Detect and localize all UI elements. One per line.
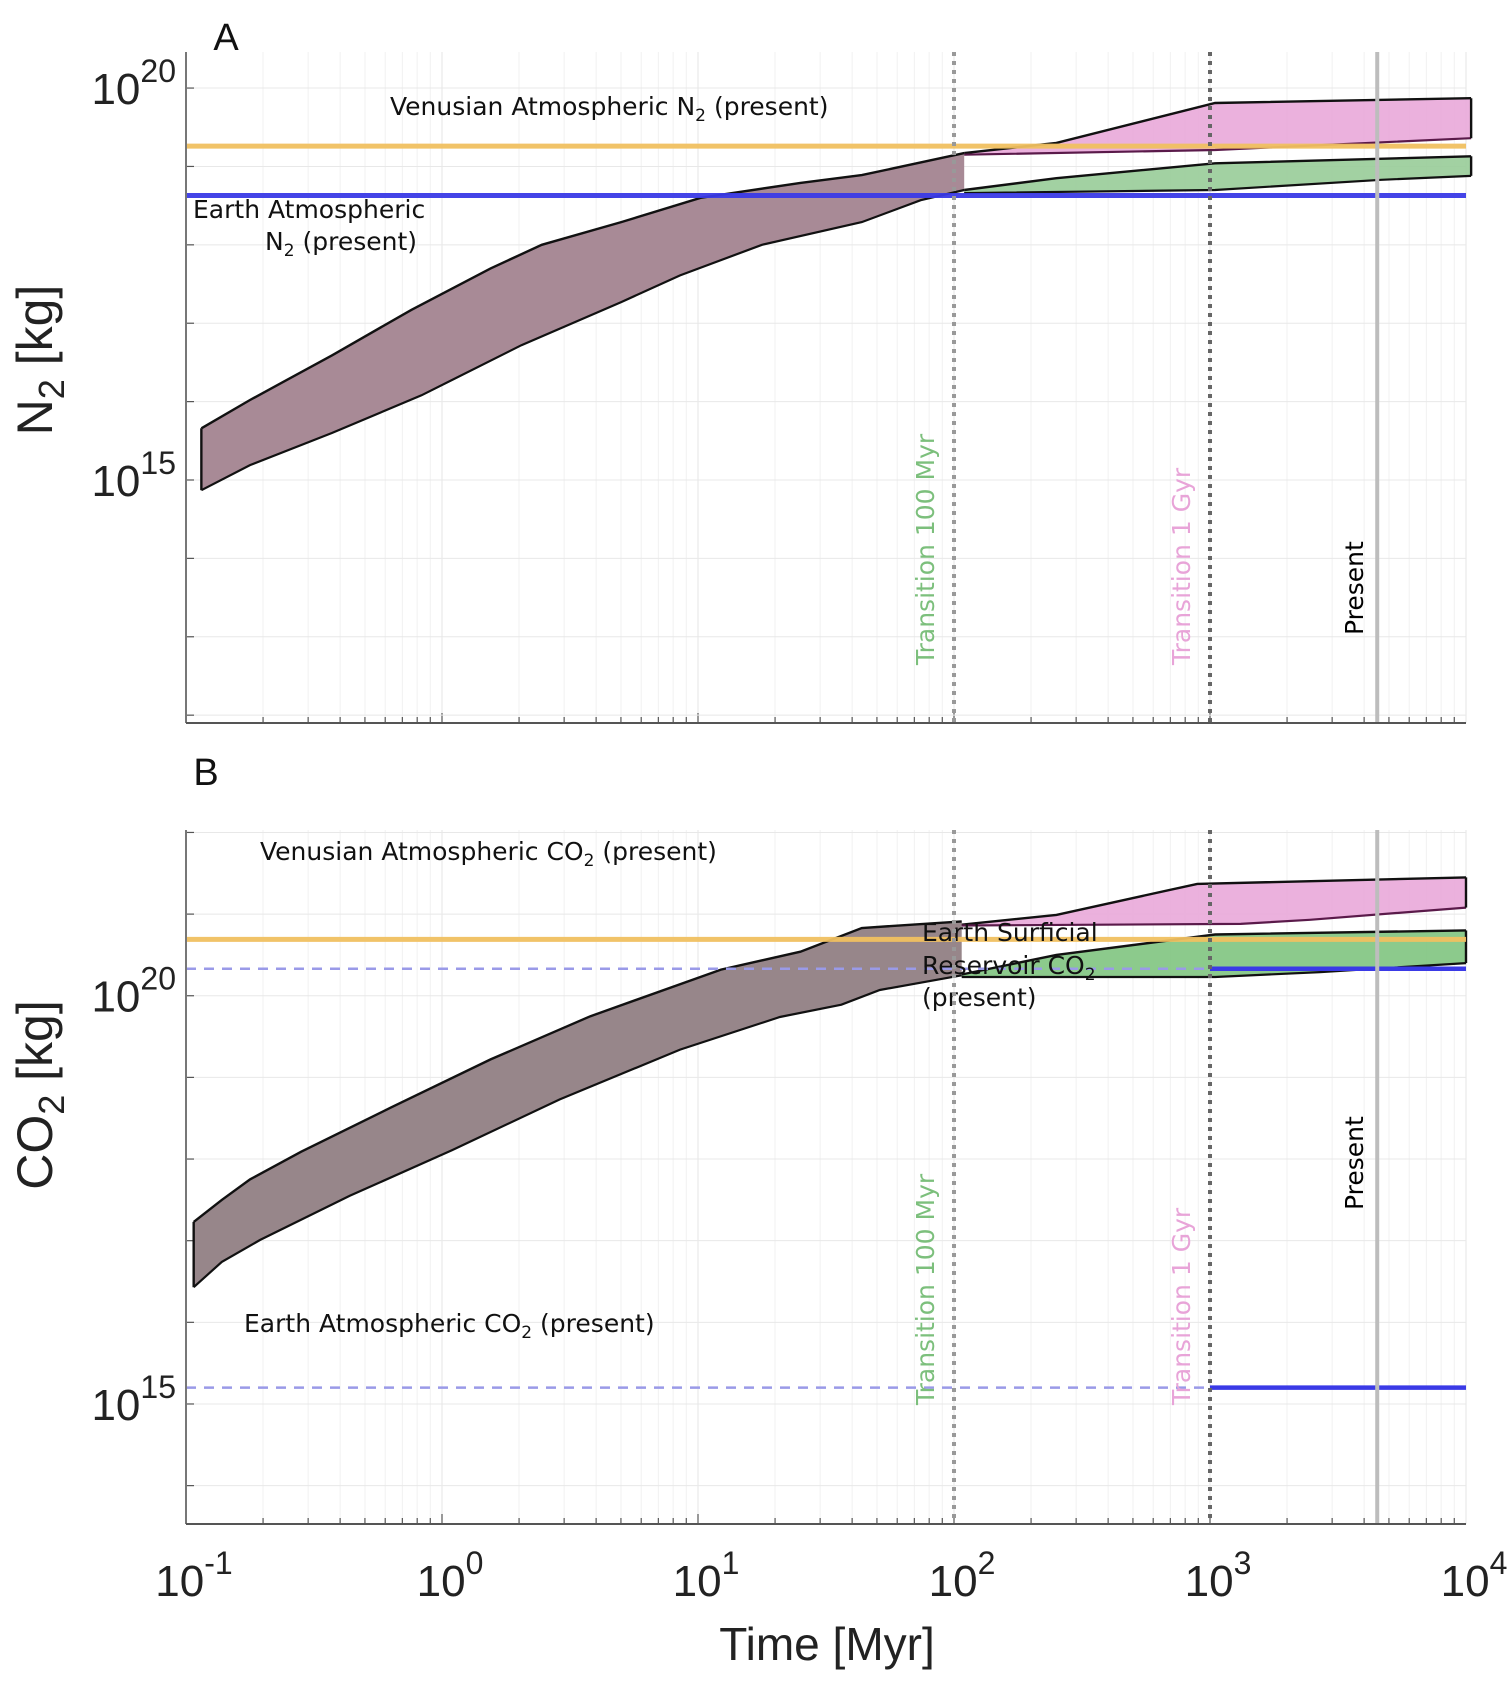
band-transition-1gyr (964, 98, 1472, 155)
ref-line-label: Earth Surficial (922, 918, 1098, 947)
label-text: Earth Atmospheric CO (244, 1309, 521, 1338)
ref-line-label: (present) (922, 983, 1037, 1012)
band-transition-100myr (961, 930, 1466, 977)
ref-line-label: Venusian Atmospheric CO2 (present) (260, 837, 717, 871)
band-upper-edge (961, 876, 1467, 926)
tick-exponent: 15 (140, 1369, 176, 1405)
y-tick-label: 1015 (91, 445, 176, 506)
x-axis-label: Time [Myr] (719, 1618, 935, 1670)
label-text: (present) (706, 92, 829, 121)
band-lower-edge (192, 974, 962, 1289)
panel-b: Venusian Atmospheric CO2 (present)Earth … (7, 752, 1468, 1525)
ref-line-label: N2 (present) (265, 227, 417, 261)
tick-base: 10 (1441, 1557, 1490, 1606)
band-lower-edge (964, 137, 1472, 156)
label-text: Earth Atmospheric (193, 195, 425, 224)
label-text: N (7, 399, 63, 435)
tick-exponent: 20 (140, 53, 176, 89)
ref-line-label: Venusian Atmospheric N2 (present) (390, 92, 829, 126)
x-tick-label: 103 (1185, 1545, 1252, 1606)
tick-exponent: -1 (204, 1545, 232, 1581)
panel-label: B (193, 752, 218, 794)
y-tick-label: 1020 (91, 961, 176, 1022)
marker-present-label: Present (1340, 1116, 1369, 1210)
tick-base: 10 (673, 1557, 722, 1606)
y-tick-label: 1020 (91, 53, 176, 114)
x-tick-label: 10-1 (155, 1545, 232, 1606)
marker-transition-1-gyr-label: Transition 1 Gyr (1167, 1207, 1196, 1406)
label-text: [kg] (7, 1000, 63, 1094)
panel-a: Venusian Atmospheric N2 (present)Earth A… (7, 17, 1473, 724)
label-text: (present) (594, 837, 717, 866)
label-text: Reservoir CO (922, 951, 1085, 980)
band-transition-100myr (964, 156, 1472, 194)
tick-base: 10 (1185, 1557, 1234, 1606)
label-subscript: 2 (284, 241, 295, 261)
tick-base: 10 (91, 65, 140, 114)
label-text: (present) (922, 983, 1037, 1012)
tick-exponent: 1 (722, 1545, 740, 1581)
panel-label: A (213, 17, 239, 59)
label-subscript: 2 (584, 851, 595, 871)
band-early (193, 921, 962, 1288)
band-upper-edge (961, 929, 1467, 976)
marker-transition-100-myr-label: Transition 100 Myr (911, 433, 940, 666)
tick-base: 10 (417, 1557, 466, 1606)
tick-exponent: 0 (466, 1545, 484, 1581)
label-text: (present) (295, 227, 418, 256)
tick-base: 10 (91, 973, 140, 1022)
marker-present-label: Present (1340, 541, 1369, 635)
ref-line-label: Reservoir CO2 (922, 951, 1096, 985)
label-text: Venusian Atmospheric CO (260, 837, 584, 866)
band-lower-edge (961, 906, 1467, 927)
ref-line-label: Earth Atmospheric CO2 (present) (244, 1309, 655, 1343)
band-upper-edge (964, 155, 1472, 192)
tick-exponent: 15 (140, 445, 176, 481)
label-subscript: 2 (31, 1095, 72, 1115)
label-text: Earth Surficial (922, 918, 1098, 947)
y-axis-label: N2 [kg] (7, 285, 72, 436)
x-tick-label: 100 (417, 1545, 484, 1606)
ref-line-label: Earth Atmospheric (193, 195, 425, 224)
tick-exponent: 2 (978, 1545, 996, 1581)
x-tick-label: 101 (673, 1545, 740, 1606)
tick-exponent: 3 (1234, 1545, 1252, 1581)
x-tick-label: 104 (1441, 1545, 1508, 1606)
label-text: (present) (532, 1309, 655, 1338)
label-text: CO (7, 1115, 63, 1190)
tick-base: 10 (155, 1557, 204, 1606)
x-tick-label: 102 (929, 1545, 996, 1606)
marker-transition-1-gyr-label: Transition 1 Gyr (1167, 467, 1196, 666)
tick-exponent: 4 (1490, 1545, 1508, 1581)
marker-transition-100-myr-label: Transition 100 Myr (911, 1173, 940, 1406)
label-text: N (265, 227, 284, 256)
tick-base: 10 (91, 1381, 140, 1430)
band-upper-edge (192, 920, 962, 1223)
band-upper-edge (200, 151, 965, 430)
label-subscript: 2 (695, 106, 706, 126)
tick-base: 10 (91, 457, 140, 506)
grid (185, 830, 1467, 1524)
band-transition-1gyr (961, 877, 1466, 926)
label-subscript: 2 (1085, 965, 1096, 985)
band-early (201, 153, 965, 491)
label-text: [kg] (7, 285, 63, 379)
y-axis-label: CO2 [kg] (7, 1000, 72, 1190)
band-lower-edge (964, 174, 1472, 195)
x-tick-labels: 10-1 100 101 102 103 104 (155, 1545, 1507, 1606)
label-subscript: 2 (31, 379, 72, 399)
y-tick-label: 1015 (91, 1369, 176, 1430)
tick-exponent: 20 (140, 961, 176, 997)
label-subscript: 2 (521, 1323, 532, 1343)
tick-base: 10 (929, 1557, 978, 1606)
band-lower-edge (200, 188, 965, 492)
label-text: Venusian Atmospheric N (390, 92, 695, 121)
